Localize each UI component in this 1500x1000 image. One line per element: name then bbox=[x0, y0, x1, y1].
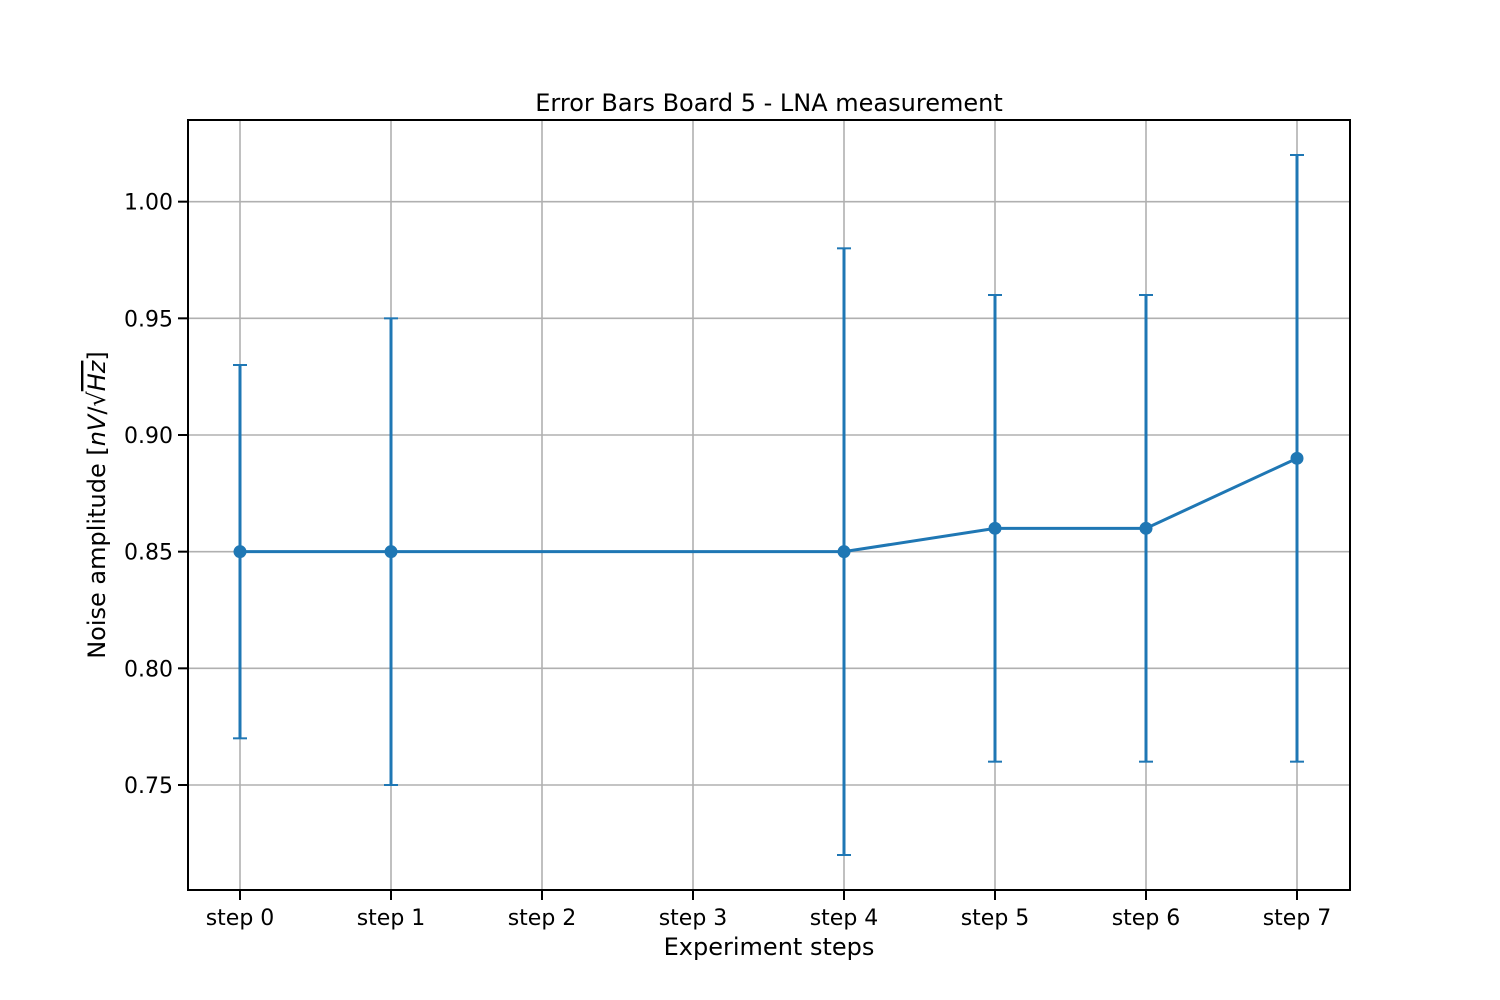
plot-area-background bbox=[188, 120, 1350, 890]
data-point bbox=[233, 545, 247, 559]
x-tick-label: step 5 bbox=[961, 906, 1030, 931]
chart-title: Error Bars Board 5 - LNA measurement bbox=[535, 89, 1002, 117]
series-line bbox=[240, 456, 1298, 554]
x-tick-label: step 2 bbox=[508, 906, 577, 931]
y-tick-label: 1.00 bbox=[124, 191, 173, 216]
x-tick-label: step 1 bbox=[357, 906, 426, 931]
y-axis-unit-nv: nV bbox=[83, 413, 111, 446]
y-axis-unit-hz: Hz bbox=[83, 359, 111, 391]
svg-text:Noise amplitude [nV/√Hz]: Noise amplitude [nV/√Hz] bbox=[83, 351, 111, 659]
x-tick-label: step 3 bbox=[659, 906, 728, 931]
y-axis-ticks: 0.75 0.80 0.85 0.90 0.95 1.00 bbox=[124, 191, 188, 799]
x-axis-label: Experiment steps bbox=[664, 933, 875, 961]
x-tick-label: step 0 bbox=[206, 906, 275, 931]
data-series bbox=[233, 154, 1304, 856]
data-point bbox=[1139, 521, 1153, 535]
y-axis-unit-slash: / bbox=[83, 406, 111, 415]
x-axis-ticks: step 0 step 1 step 2 step 3 step 4 step 5 step… bbox=[206, 890, 1332, 931]
y-axis-unit-radical: √ bbox=[83, 391, 111, 407]
x-tick-label: step 4 bbox=[810, 906, 879, 931]
y-tick-label: 0.90 bbox=[124, 424, 173, 449]
data-point bbox=[1290, 451, 1304, 465]
data-point bbox=[988, 521, 1002, 535]
y-tick-label: 0.80 bbox=[124, 657, 173, 682]
data-point bbox=[837, 545, 851, 559]
y-axis-label: Noise amplitude [nV/√Hz] bbox=[83, 351, 111, 659]
x-tick-label: step 6 bbox=[1112, 906, 1181, 931]
y-axis-label-prefix: Noise amplitude [ bbox=[83, 446, 111, 658]
plot-frame bbox=[187, 119, 1351, 891]
y-tick-label: 0.95 bbox=[124, 307, 173, 332]
y-tick-label: 0.75 bbox=[124, 774, 173, 799]
y-tick-label: 0.85 bbox=[124, 541, 173, 566]
x-tick-label: step 7 bbox=[1263, 906, 1332, 931]
y-axis-label-suffix: ] bbox=[83, 351, 111, 360]
data-point bbox=[384, 545, 398, 559]
